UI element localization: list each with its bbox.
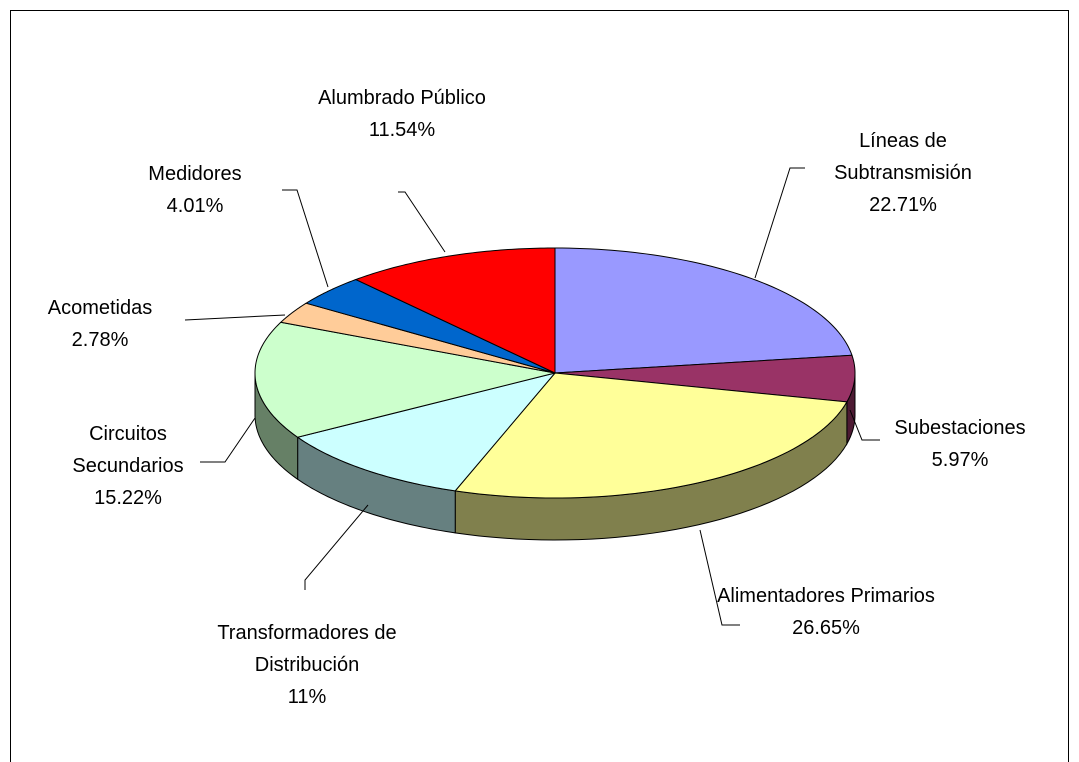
category-label: Alumbrado Público — [318, 87, 486, 109]
value-label: 5.97% — [931, 449, 989, 471]
chart-frame — [10, 10, 1069, 762]
leader-line — [282, 189, 329, 288]
slice — [554, 247, 853, 374]
category-label: Alimentadores Primarios — [717, 585, 935, 607]
slice-label: Acometidas 2.78% — [0, 292, 210, 356]
category-label: Transformadores de Distribución — [217, 622, 397, 676]
slice — [454, 372, 848, 499]
leader-line — [754, 167, 805, 279]
slice — [296, 372, 557, 492]
value-label: 22.71% — [869, 194, 937, 216]
slice — [304, 278, 556, 374]
category-label: Medidores — [148, 163, 242, 185]
slice-label: Alimentadores Primarios 26.65% — [716, 580, 936, 644]
leader-line — [398, 191, 446, 253]
slice-label: Subestaciones 5.97% — [850, 412, 1070, 476]
slice — [554, 354, 856, 403]
slice-label: Alumbrado Público 11.54% — [312, 82, 492, 146]
category-label: Subestaciones — [894, 417, 1026, 439]
value-label: 2.78% — [71, 329, 129, 351]
leader-line — [200, 417, 256, 463]
category-label: Líneas de Subtransmisión — [834, 130, 972, 184]
slice-label: Medidores 4.01% — [85, 158, 305, 222]
category-label: Acometidas — [47, 297, 153, 319]
value-label: 26.65% — [792, 617, 860, 639]
leader-line — [304, 504, 369, 590]
slice — [254, 321, 556, 438]
category-label: Circuitos Secundarios — [72, 423, 184, 477]
leader-line — [184, 314, 286, 321]
slice — [354, 247, 556, 374]
slice-label: Transformadores de Distribución 11% — [197, 617, 417, 713]
value-label: 11.54% — [368, 119, 436, 141]
value-label: 4.01% — [166, 195, 224, 217]
slice — [279, 302, 556, 374]
slice-label: Circuitos Secundarios 15.22% — [38, 418, 218, 514]
value-label: 15.22% — [94, 487, 162, 509]
leader-line — [699, 529, 740, 626]
value-label: 11% — [287, 686, 327, 708]
slice-label: Líneas de Subtransmisión 22.71% — [813, 125, 993, 221]
leader-line — [849, 409, 880, 441]
